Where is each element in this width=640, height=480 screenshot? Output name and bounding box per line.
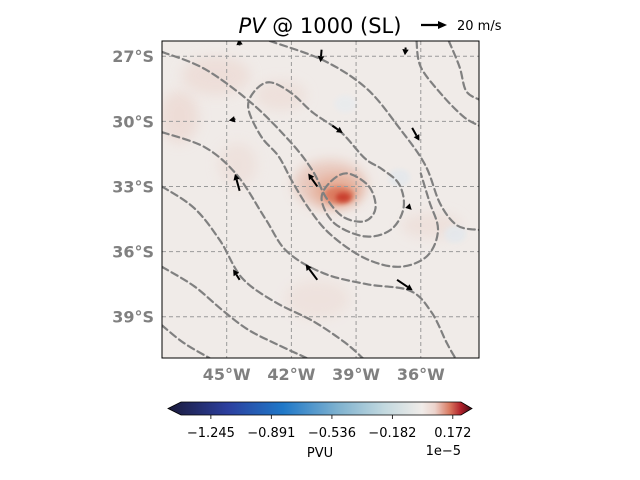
wind-vector-arrow (317, 49, 325, 63)
wind-vector-arrow (233, 173, 241, 192)
wind-vector-arrow (331, 124, 343, 133)
pv-anomaly-patch (335, 192, 351, 203)
wind-vector-arrow (228, 116, 236, 123)
pv-anomaly-patch (218, 143, 257, 187)
quiver-key-arrowhead (438, 21, 447, 29)
colorbar-label: PVU (307, 446, 333, 461)
pressure-contour (162, 324, 211, 358)
pressure-contour (447, 41, 479, 101)
pv-anomaly-patch (388, 169, 410, 187)
colorbar: −1.245 −0.891 −0.536 −0.182 0.172 PVU 1e−5 (167, 401, 473, 461)
longitude-tick-label: 36°W (397, 365, 445, 384)
wind-vector-arrow (411, 127, 420, 141)
quiver-key: 20 m/s (421, 19, 502, 34)
pv-anomaly-patch (162, 90, 199, 144)
pressure-contours (162, 41, 479, 358)
map-frame (161, 40, 480, 359)
colorbar-exponent: 1e−5 (426, 444, 461, 459)
longitude-tick-labels: 45°W 42°W 39°W 36°W (203, 365, 445, 384)
latitude-tick-label: 27°S (112, 47, 154, 66)
wind-vector-arrow (405, 203, 412, 210)
longitude-tick-label: 45°W (203, 365, 251, 384)
longitude-tick-label: 42°W (267, 365, 315, 384)
pv-anomaly-patch (334, 95, 357, 113)
map-panel (162, 41, 479, 358)
pv-field (162, 56, 467, 319)
wind-vector-arrow (402, 47, 409, 56)
chart-title-level: @ 1000 (SL) (266, 14, 402, 38)
colorbar-tick-label: 0.172 (434, 426, 471, 441)
latitude-tick-label: 33°S (112, 177, 154, 196)
quiver-key-label: 20 m/s (457, 19, 502, 34)
wind-vectors (228, 41, 420, 291)
longitude-tick-label: 39°W (332, 365, 380, 384)
colorbar-tick-label: −0.536 (308, 426, 356, 441)
pressure-contour (162, 265, 308, 358)
pressure-contour (268, 41, 479, 231)
chart-title: PV @ 1000 (SL) (239, 14, 402, 38)
pressure-contour (162, 185, 364, 358)
latitude-tick-label: 30°S (112, 112, 154, 131)
colorbar-ticks: −1.245 −0.891 −0.536 −0.182 0.172 (187, 415, 471, 441)
chart-title-variable: PV (239, 14, 268, 38)
wind-vector-arrow (233, 269, 241, 281)
wind-vector-arrow (305, 264, 319, 281)
wind-vector-arrow (396, 279, 413, 291)
colorbar-tick-label: −0.891 (247, 426, 295, 441)
pressure-contour (415, 41, 479, 127)
colorbar-scale (167, 401, 473, 416)
latitude-tick-label: 39°S (112, 308, 154, 327)
pressure-contour (162, 131, 457, 358)
wind-vector-arrow (236, 41, 243, 46)
latitude-tick-label: 36°S (112, 243, 154, 262)
pv-anomaly-patch (284, 279, 350, 319)
colorbar-tick-label: −0.182 (368, 426, 416, 441)
colorbar-tick-label: −1.245 (187, 426, 235, 441)
latitude-tick-labels: 27°S 30°S 33°S 36°S 39°S (112, 47, 154, 327)
pv-anomaly-patch (254, 80, 307, 111)
wind-vector-arrow (308, 173, 319, 188)
pv-anomaly-patch (444, 225, 467, 243)
pressure-contour (162, 50, 440, 268)
